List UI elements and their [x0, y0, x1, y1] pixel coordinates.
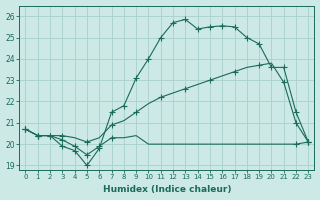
X-axis label: Humidex (Indice chaleur): Humidex (Indice chaleur)	[103, 185, 231, 194]
